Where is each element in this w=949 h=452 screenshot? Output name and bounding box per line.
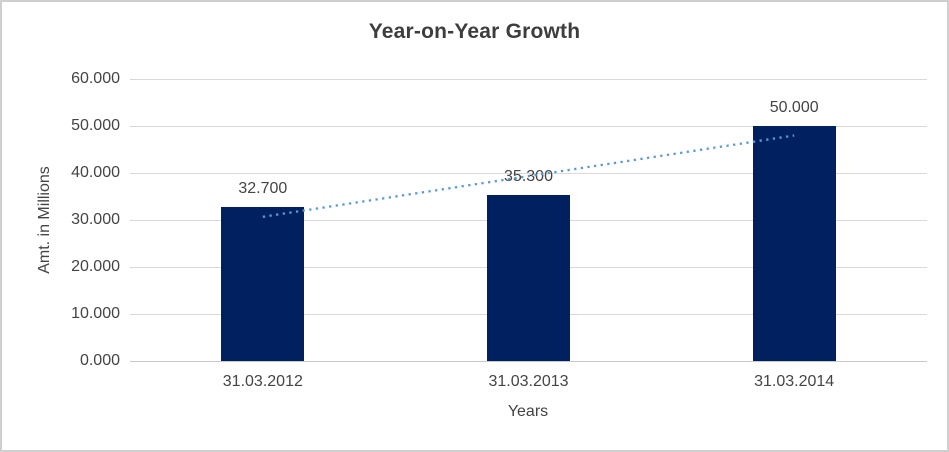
x-tick-label: 31.03.2012: [222, 373, 303, 390]
x-tick-label: 31.03.2013: [488, 373, 569, 390]
y-tick-label: 60.000: [71, 70, 120, 87]
y-tick-label: 20.000: [71, 258, 120, 275]
y-tick-label: 40.000: [71, 164, 120, 181]
x-axis-line: [130, 361, 927, 362]
y-tick-label: 50.000: [71, 117, 120, 134]
x-axis-title: Years: [507, 403, 549, 420]
chart-title: Year-on-Year Growth: [368, 20, 581, 43]
bar-value-label: 35.300: [504, 168, 553, 186]
y-tick-label: 30.000: [71, 211, 120, 228]
x-tick-label: 31.03.2014: [754, 373, 835, 390]
y-tick-label: 0.000: [79, 352, 120, 369]
bar-value-label: 50.000: [769, 99, 819, 116]
y-tick-label: 10.000: [71, 305, 120, 322]
bar: [752, 126, 836, 361]
gridline: [130, 79, 927, 80]
bar: [221, 207, 305, 361]
bar: [487, 195, 570, 361]
gridline: [130, 126, 927, 127]
bar-value-label: 32.700: [238, 180, 288, 198]
